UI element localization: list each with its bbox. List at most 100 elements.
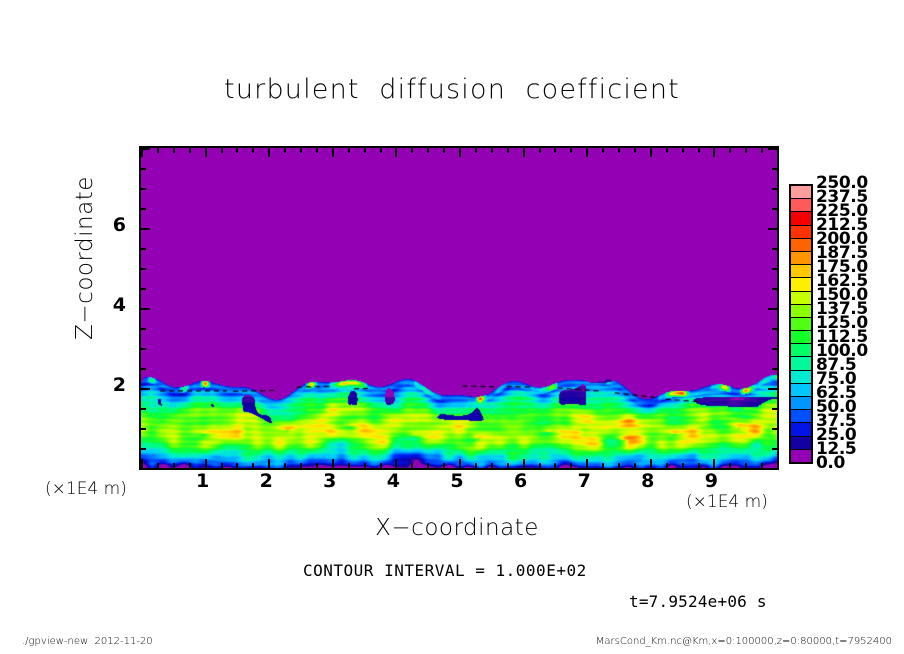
x-axis-tick bbox=[506, 463, 509, 468]
y-axis-tick-right bbox=[768, 468, 777, 470]
x-axis-tick bbox=[427, 463, 430, 468]
footer-source: MarsCond_Km.nc@Km,x=0:100000,z=0:80000,t… bbox=[595, 636, 892, 647]
x-axis-tick-top bbox=[236, 148, 239, 153]
colorbar-tick-label: 0.0 bbox=[816, 453, 845, 473]
colorbar-band bbox=[791, 238, 811, 252]
x-axis-tick bbox=[443, 463, 446, 468]
x-axis-tick-top bbox=[777, 148, 779, 157]
x-axis-tick-top bbox=[395, 148, 398, 157]
x-axis-tick-top bbox=[586, 148, 589, 157]
y-axis-tick bbox=[141, 468, 150, 470]
y-axis-tick bbox=[141, 228, 150, 230]
colorbar-tick-label: 62.5 bbox=[816, 383, 857, 403]
colorbar-tick-label: 175.0 bbox=[816, 257, 868, 277]
x-axis-tick-top bbox=[379, 148, 382, 153]
x-axis-tick bbox=[745, 463, 748, 468]
x-axis-tick-label: 5 bbox=[450, 470, 464, 492]
x-axis-tick-top bbox=[745, 148, 748, 153]
colorbar-tick-label: 137.5 bbox=[816, 299, 868, 319]
x-axis-tick-label: 9 bbox=[704, 470, 718, 492]
y-axis-tick bbox=[141, 448, 146, 450]
y-axis-tick bbox=[141, 188, 146, 190]
x-axis-tick bbox=[347, 463, 350, 468]
y-axis-tick-right bbox=[772, 288, 777, 290]
y-axis-tick bbox=[141, 428, 146, 430]
x-axis-tick bbox=[713, 459, 716, 468]
y-axis-tick-right bbox=[768, 308, 777, 310]
x-axis-tick-top bbox=[347, 148, 350, 153]
colorbar-tick-label: 162.5 bbox=[816, 271, 868, 291]
colorbar bbox=[789, 184, 813, 464]
x-axis-tick bbox=[156, 463, 159, 468]
colorbar-tick-label: 250.0 bbox=[816, 173, 868, 193]
x-axis-tick-top bbox=[506, 148, 509, 153]
x-axis-tick-label: 4 bbox=[386, 470, 400, 492]
colorbar-band bbox=[791, 344, 811, 358]
y-axis-tick-right bbox=[772, 168, 777, 170]
y-axis-tick bbox=[141, 368, 146, 370]
colorbar-tick-label: 37.5 bbox=[816, 411, 857, 431]
colorbar-tick-label: 237.5 bbox=[816, 187, 868, 207]
x-axis-tick bbox=[729, 463, 732, 468]
colorbar-tick-label: 225.0 bbox=[816, 201, 868, 221]
x-axis-tick bbox=[697, 463, 700, 468]
x-axis-tick bbox=[379, 463, 382, 468]
x-axis-tick bbox=[554, 463, 557, 468]
x-axis-tick bbox=[141, 459, 143, 468]
x-axis-tick-top bbox=[156, 148, 159, 153]
colorbar-band bbox=[791, 199, 811, 213]
x-axis-tick-top bbox=[713, 148, 716, 157]
x-axis-tick-top bbox=[300, 148, 302, 153]
y-axis-unit-label: (×1E4 m) bbox=[45, 479, 127, 499]
x-axis-tick bbox=[570, 463, 573, 468]
colorbar-tick-label: 12.5 bbox=[816, 439, 857, 459]
y-axis-tick bbox=[141, 208, 146, 210]
y-axis-tick bbox=[141, 408, 146, 410]
x-axis-tick bbox=[665, 463, 668, 468]
colorbar-band bbox=[791, 212, 811, 226]
colorbar-band bbox=[791, 304, 811, 318]
x-axis-tick bbox=[252, 463, 255, 468]
x-axis-tick-top bbox=[570, 148, 573, 153]
colorbar-tick-label: 50.0 bbox=[816, 397, 857, 417]
y-axis-tick bbox=[141, 168, 146, 170]
colorbar-tick-label: 187.5 bbox=[816, 243, 868, 263]
x-axis-tick-top bbox=[697, 148, 700, 153]
colorbar-band bbox=[791, 225, 811, 239]
y-axis-tick-right bbox=[772, 448, 777, 450]
x-axis-tick-label: 7 bbox=[577, 470, 591, 492]
colorbar-band bbox=[791, 436, 811, 450]
x-axis-tick-top bbox=[554, 148, 557, 153]
x-axis-tick bbox=[586, 459, 589, 468]
x-axis-tick-top bbox=[761, 148, 764, 153]
heatmap-field bbox=[141, 148, 777, 468]
colorbar-band bbox=[791, 383, 811, 397]
y-axis-tick bbox=[141, 268, 146, 270]
x-axis-tick-label: 8 bbox=[641, 470, 655, 492]
x-axis-tick bbox=[681, 463, 684, 468]
x-axis-tick bbox=[363, 463, 366, 468]
y-axis-tick bbox=[141, 148, 150, 150]
x-axis-tick-top bbox=[490, 148, 493, 153]
y-axis-tick bbox=[141, 288, 146, 290]
colorbar-tick-label: 87.5 bbox=[816, 355, 857, 375]
colorbar-band bbox=[791, 331, 811, 345]
colorbar-band bbox=[791, 370, 811, 384]
y-axis-tick-right bbox=[768, 388, 777, 390]
x-axis-tick bbox=[204, 459, 207, 468]
colorbar-band bbox=[791, 317, 811, 332]
x-axis-tick-top bbox=[522, 148, 525, 157]
x-axis-tick bbox=[236, 463, 239, 468]
x-axis-tick-top bbox=[141, 148, 143, 157]
x-axis-tick-top bbox=[188, 148, 191, 153]
x-axis-tick-top bbox=[459, 148, 461, 157]
x-axis-tick-top bbox=[665, 148, 668, 153]
x-axis-tick bbox=[459, 459, 461, 468]
x-axis-tick bbox=[395, 459, 398, 468]
x-axis-tick bbox=[411, 463, 414, 468]
x-axis-tick-top bbox=[443, 148, 446, 153]
y-axis-tick-right bbox=[772, 368, 777, 370]
x-axis-tick bbox=[474, 463, 477, 468]
y-axis-tick-right bbox=[772, 428, 777, 430]
x-axis-tick-label: 3 bbox=[323, 470, 337, 492]
